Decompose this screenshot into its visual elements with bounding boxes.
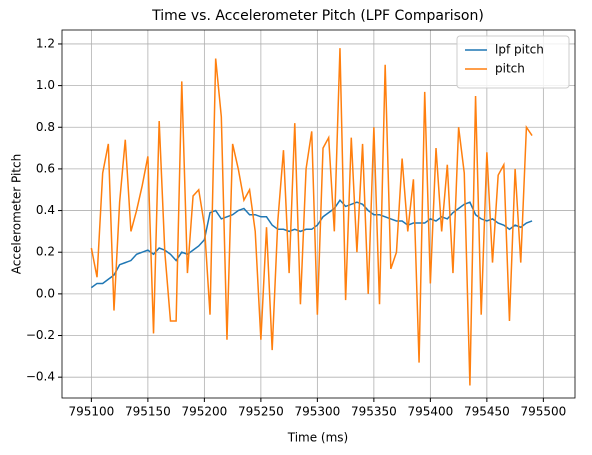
y-tick-label: 1.2 [36, 36, 55, 50]
x-tick-label: 795100 [68, 405, 114, 419]
y-tick-label: 0.0 [36, 286, 55, 300]
y-tick-label: 0.8 [36, 120, 55, 134]
x-tick-label: 795400 [407, 405, 453, 419]
x-tick-label: 795450 [464, 405, 510, 419]
x-tick-label: 795200 [181, 405, 227, 419]
x-tick-label: 795500 [520, 405, 566, 419]
legend-box [456, 35, 570, 89]
x-tick-label: 795250 [238, 405, 284, 419]
x-tick-label: 795350 [351, 405, 397, 419]
y-tick-label: −0.4 [26, 370, 55, 384]
plot-frame [61, 29, 576, 399]
legend: lpf pitch pitch [456, 35, 570, 89]
line [90, 48, 533, 386]
y-tick-label: 0.4 [36, 203, 55, 217]
x-tick-label: 795150 [125, 405, 171, 419]
legend-label: pitch [495, 62, 525, 76]
y-tick-label: 0.2 [36, 245, 55, 259]
y-tick-label: 0.6 [36, 161, 55, 175]
y-tick-label: 1.0 [36, 78, 55, 92]
y-tick-label: −0.2 [26, 328, 55, 342]
x-tick-label: 795300 [294, 405, 340, 419]
y-axis-label: Accelerometer Pitch [10, 154, 24, 274]
chart-title: Time vs. Accelerometer Pitch (LPF Compar… [151, 8, 484, 24]
x-axis-label: Time (ms) [287, 431, 349, 445]
legend-label: lpf pitch [495, 43, 544, 57]
